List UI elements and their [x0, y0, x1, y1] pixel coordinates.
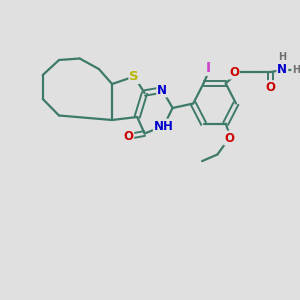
- Text: H: H: [292, 65, 300, 75]
- Text: NH: NH: [154, 119, 174, 133]
- Text: O: O: [123, 130, 133, 143]
- Text: H: H: [278, 52, 286, 62]
- Text: N: N: [157, 83, 167, 97]
- Text: S: S: [129, 70, 139, 83]
- Text: I: I: [206, 61, 211, 75]
- Text: O: O: [224, 131, 234, 145]
- Text: N: N: [277, 63, 287, 76]
- Text: O: O: [229, 65, 239, 79]
- Text: O: O: [266, 81, 275, 94]
